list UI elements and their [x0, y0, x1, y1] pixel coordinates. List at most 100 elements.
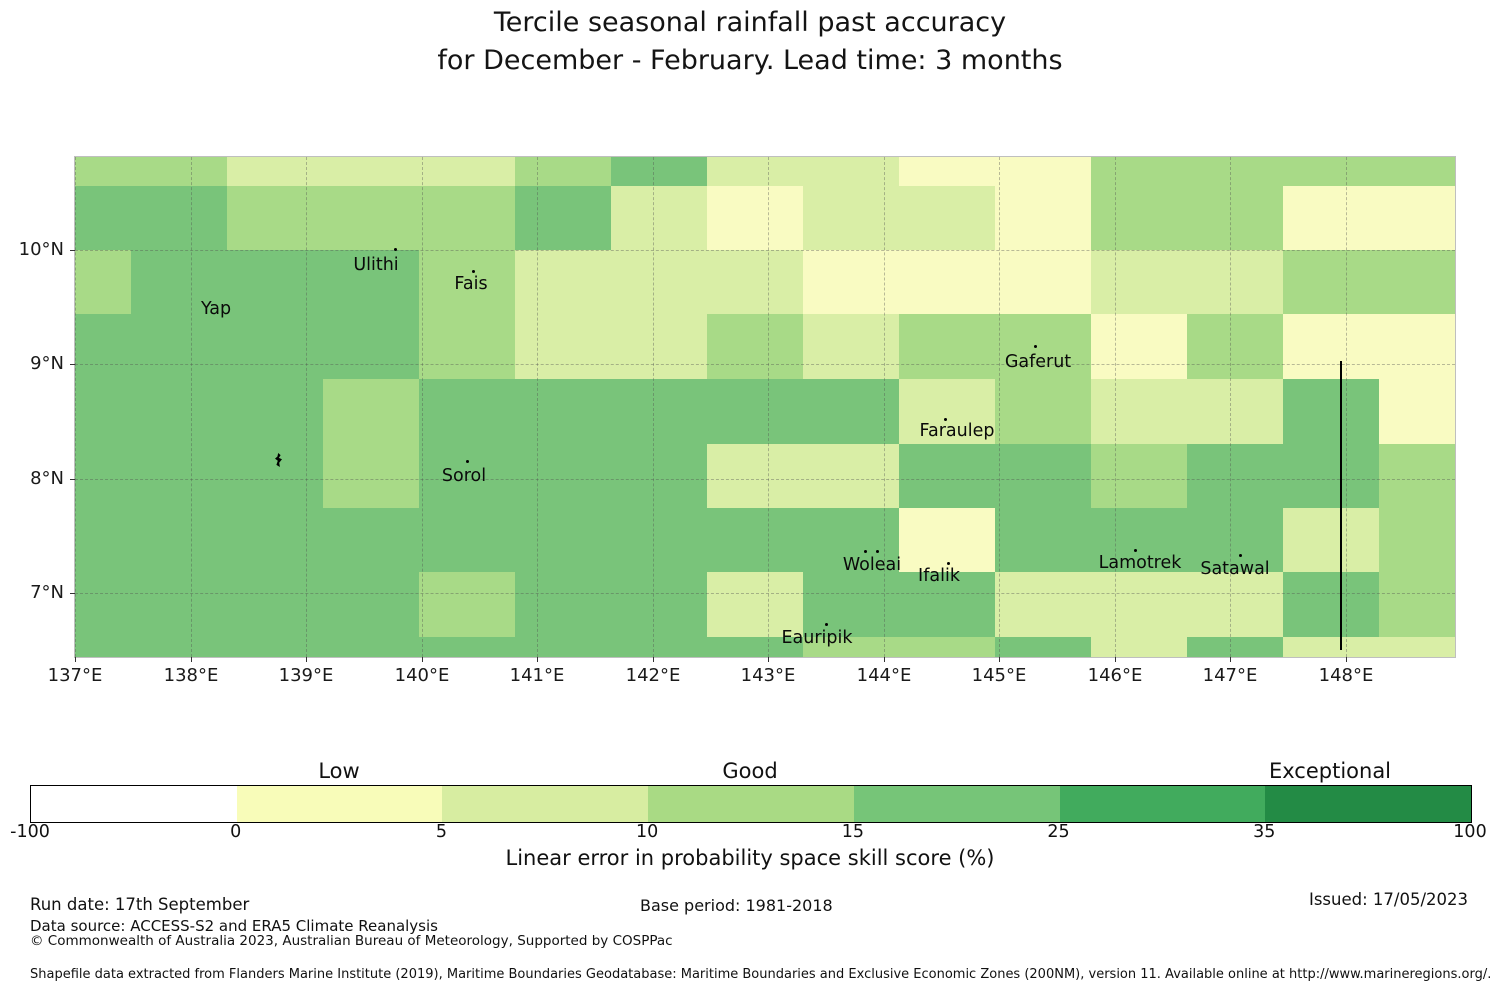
map-cell: [227, 444, 323, 508]
x-axis-tick-label: 143°E: [740, 665, 796, 686]
map-cell: [227, 572, 323, 637]
map-cell: [611, 186, 707, 250]
map-cell: [995, 250, 1091, 314]
island-label: Sorol: [441, 466, 487, 486]
map-cell: [1091, 508, 1187, 572]
map-gridline-vertical: [306, 157, 307, 657]
island-label: Ifalik: [918, 566, 960, 586]
map-cell: [803, 314, 899, 379]
map-cell: [995, 379, 1091, 444]
map-cell: [419, 250, 515, 314]
map-cell: [995, 444, 1091, 508]
x-axis-tick-label: 140°E: [394, 665, 450, 686]
x-axis-tick-label: 141°E: [509, 665, 565, 686]
chart-title: Tercile seasonal rainfall past accuracy …: [0, 4, 1500, 80]
map-cell: [419, 314, 515, 379]
map-cell: [323, 186, 419, 250]
run-date-text: Run date: 17th September: [30, 895, 250, 914]
map-cell: [1283, 250, 1379, 314]
x-axis-tick-mark: [999, 657, 1000, 662]
map-cell: [611, 157, 707, 186]
map-cell: [515, 157, 611, 186]
map-cell: [75, 250, 131, 314]
map-cell: [75, 186, 131, 250]
map-cell: [1091, 379, 1187, 444]
map-cell: [611, 508, 707, 572]
yap-islands-shape: [275, 453, 282, 467]
colorbar-tick-label: 100: [1453, 822, 1487, 842]
map-gridline-vertical: [1346, 157, 1347, 657]
map-cell: [227, 379, 323, 444]
x-axis-tick-label: 142°E: [625, 665, 681, 686]
map-gridline-vertical: [191, 157, 192, 657]
island-label: Satawal: [1200, 559, 1270, 579]
colorbar-tick-label: 5: [435, 822, 447, 842]
map-cell: [611, 572, 707, 637]
colorbar-segment: [1059, 786, 1266, 822]
map-cell: [1379, 444, 1455, 508]
x-axis-tick-mark: [884, 657, 885, 662]
map-cell: [899, 444, 995, 508]
map-cell: [995, 637, 1091, 657]
map-cell: [899, 637, 995, 657]
map-gridline-vertical: [422, 157, 423, 657]
colorbar-tick-label: 10: [636, 822, 659, 842]
map-cell: [419, 444, 515, 508]
colorbar-tick-label: 35: [1253, 822, 1276, 842]
x-axis-tick-mark: [768, 657, 769, 662]
x-axis-tick-mark: [1230, 657, 1231, 662]
map-cell: [1091, 444, 1187, 508]
x-axis-tick-label: 147°E: [1202, 665, 1258, 686]
map-cell: [227, 250, 323, 314]
map-cell: [227, 157, 323, 186]
map-cell: [899, 250, 995, 314]
map-cell: [131, 508, 227, 572]
map-cell: [803, 508, 899, 572]
x-axis-tick-label: 145°E: [971, 665, 1027, 686]
map-cell: [515, 637, 611, 657]
map-cell: [131, 572, 227, 637]
x-axis-tick-mark: [1115, 657, 1116, 662]
island-label: Gaferut: [1004, 352, 1072, 372]
map-cell: [707, 444, 803, 508]
island-marker-dot: [1239, 554, 1242, 557]
map-cell: [803, 379, 899, 444]
map-cell: [1283, 572, 1379, 637]
island-label: Faraulep: [919, 421, 995, 441]
map-cell: [323, 250, 419, 314]
map-cell: [803, 250, 899, 314]
colorbar-tick-label: 25: [1047, 822, 1070, 842]
map-cell: [707, 572, 803, 637]
map-cell: [131, 637, 227, 657]
map-cell: [707, 379, 803, 444]
map-cell: [995, 186, 1091, 250]
map-cell: [1283, 508, 1379, 572]
map-cell: [323, 572, 419, 637]
x-axis-tick-mark: [75, 657, 76, 662]
copyright-text: © Commonwealth of Australia 2023, Austra…: [30, 933, 673, 949]
map-cell: [1187, 444, 1283, 508]
chart-title-line1: Tercile seasonal rainfall past accuracy: [493, 7, 1007, 38]
map-gridline-vertical: [999, 157, 1000, 657]
island-marker-dot: [1034, 345, 1037, 348]
chart-title-line2: for December - February. Lead time: 3 mo…: [437, 45, 1063, 76]
map-cell: [803, 637, 899, 657]
map-cell: [419, 637, 515, 657]
map-cell: [1379, 157, 1455, 186]
map-cell: [131, 314, 227, 379]
colorbar-tick-label: 0: [230, 822, 242, 842]
map-cell: [323, 314, 419, 379]
map-cell: [707, 314, 803, 379]
map-cell: [131, 250, 227, 314]
map-cell: [1379, 186, 1455, 250]
map-gridline-vertical: [1230, 157, 1231, 657]
x-axis-tick-mark: [653, 657, 654, 662]
island-label: Yap: [200, 299, 232, 319]
y-axis-tick-label: 7°N: [30, 582, 64, 603]
colorbar-category-label: Exceptional: [1268, 759, 1392, 783]
map-cell: [323, 379, 419, 444]
map-cell: [611, 444, 707, 508]
map-cell: [1187, 186, 1283, 250]
map-cell: [611, 379, 707, 444]
map-cell: [75, 379, 131, 444]
